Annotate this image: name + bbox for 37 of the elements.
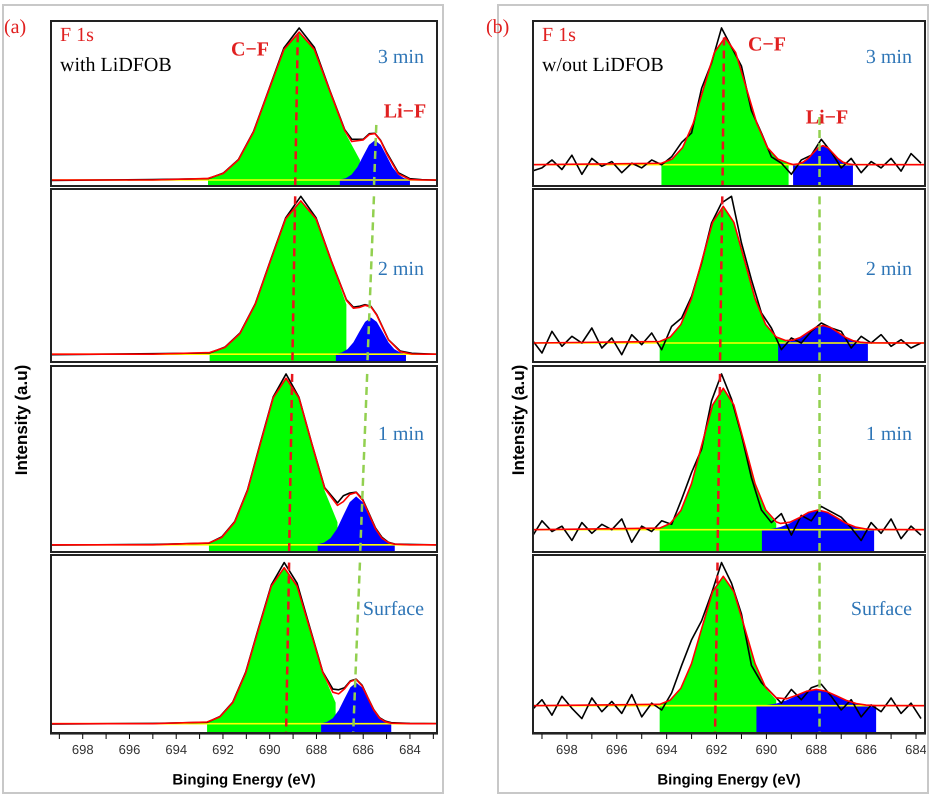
- annotation: 1 min: [378, 423, 424, 446]
- text: (b): [486, 16, 510, 39]
- annotation: 2 min: [866, 258, 912, 281]
- x-tick-label: 688: [306, 742, 328, 757]
- annotation: 3 min: [378, 46, 424, 69]
- annotation: C−F: [230, 38, 270, 62]
- annotation: with LiDFOB: [60, 54, 172, 77]
- x-tick-label: 688: [805, 742, 828, 757]
- annotation: F 1s: [60, 24, 94, 47]
- annotation: Li−F: [806, 106, 848, 130]
- text: (a): [4, 16, 26, 39]
- annotation: C−F: [748, 34, 786, 56]
- x-axis-title: Binging Energy (eV): [172, 772, 316, 788]
- annotation: 3 min: [866, 46, 912, 69]
- x-tick-label: 692: [212, 742, 234, 757]
- annotation: F 1s: [542, 24, 576, 47]
- x-tick-label: 694: [165, 742, 188, 757]
- x-tick-label: 686: [855, 742, 878, 757]
- x-tick-label: 690: [258, 742, 281, 757]
- annotation: Surface: [850, 598, 912, 621]
- x-tick-label: 696: [118, 742, 140, 757]
- x-tick-label: 692: [706, 742, 728, 757]
- annotation: 2 min: [378, 258, 424, 281]
- x-tick-label: 690: [756, 742, 778, 757]
- x-tick-label: 694: [656, 742, 678, 757]
- y-axis-title: Intensity (a.u): [12, 364, 32, 476]
- x-tick-label: 696: [606, 742, 628, 757]
- x-axis-title: Binging Energy (eV): [657, 772, 801, 788]
- annotation: 1 min: [866, 423, 912, 446]
- x-tick-label: 686: [352, 742, 374, 757]
- x-tick-label: 698: [72, 742, 94, 757]
- x-tick-label: 684: [399, 742, 421, 757]
- annotation: w/out LiDFOB: [542, 54, 664, 77]
- annotation: Surface: [362, 598, 424, 621]
- y-axis-title: Intensity (a.u): [509, 364, 529, 476]
- annotation: Li−F: [384, 100, 426, 124]
- x-tick-label: 698: [556, 742, 578, 757]
